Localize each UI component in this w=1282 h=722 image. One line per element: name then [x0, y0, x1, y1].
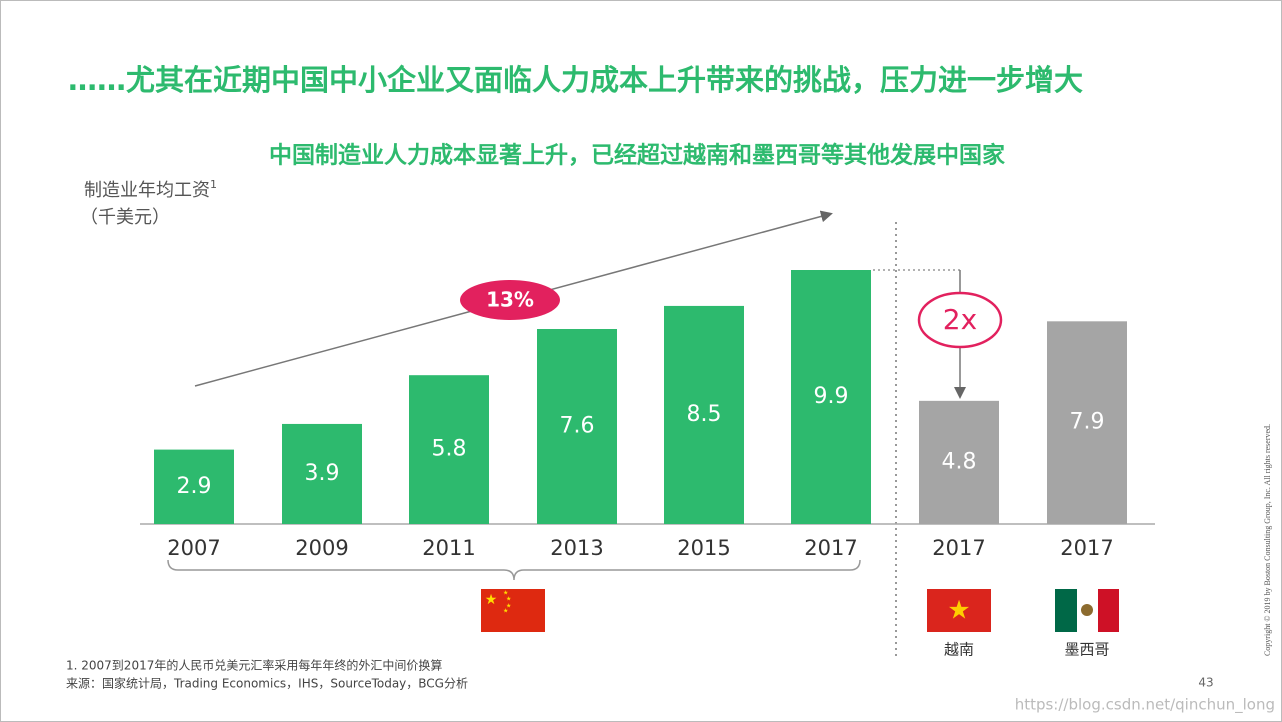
- x-tick-label: 2015: [677, 536, 730, 560]
- x-tick-label: 2009: [295, 536, 348, 560]
- footnote: 1. 2007到2017年的人民币兑美元汇率采用每年年终的外汇中间价换算: [66, 658, 442, 673]
- growth-badge: [460, 280, 560, 320]
- growth-label: 13%: [486, 288, 534, 312]
- flag-china: ★ ★★ ★★: [481, 589, 545, 632]
- x-tick-label: 2017: [804, 536, 857, 560]
- svg-text:★: ★: [506, 596, 511, 603]
- svg-text:★: ★: [503, 590, 508, 597]
- multiple-badge: [917, 291, 1003, 349]
- svg-text:★: ★: [485, 592, 498, 608]
- x-tick-label: 2017: [932, 536, 985, 560]
- bar: [1047, 321, 1127, 524]
- svg-text:★: ★: [503, 608, 508, 615]
- value-label: 9.9: [814, 384, 849, 409]
- bar: [537, 329, 617, 524]
- bar: [664, 305, 744, 524]
- value-label: 7.9: [1070, 410, 1105, 435]
- value-label: 7.6: [560, 414, 595, 439]
- multiple-label: 2x: [943, 303, 977, 336]
- value-label: 8.5: [687, 402, 722, 427]
- svg-text:★: ★: [947, 596, 970, 626]
- page-number: 43: [1198, 676, 1213, 690]
- country-label: 墨西哥: [1064, 641, 1109, 659]
- bar: [409, 375, 489, 524]
- copyright: Copyright © 2019 by Boston Consulting Gr…: [1263, 424, 1272, 656]
- x-tick-label: 2007: [167, 536, 220, 560]
- bar: [154, 449, 234, 524]
- svg-text:★: ★: [506, 603, 511, 610]
- value-label: 5.8: [432, 437, 467, 462]
- y-unit: （千美元）: [80, 207, 170, 228]
- value-label: 3.9: [305, 461, 340, 486]
- bar: [919, 400, 999, 524]
- flag-vietnam: ★: [927, 589, 991, 632]
- footnote: 来源：国家统计局，Trading Economics，IHS，SourceTod…: [66, 676, 468, 691]
- y-label-note: 1: [210, 178, 217, 191]
- bar: [282, 423, 362, 524]
- x-tick-label: 2011: [422, 536, 475, 560]
- watermark: https://blog.csdn.net/qinchun_long: [1015, 696, 1275, 715]
- subtitle: 中国制造业人力成本显著上升，已经超过越南和墨西哥等其他发展中国家: [269, 142, 1005, 169]
- value-label: 4.8: [942, 449, 977, 474]
- y-label: 制造业年均工资1: [84, 178, 217, 201]
- country-label: 越南: [944, 641, 974, 659]
- title: ……尤其在近期中国中小企业又面临人力成本上升带来的挑战，压力进一步增大: [68, 63, 1083, 97]
- flag-mexico: [1055, 589, 1119, 632]
- value-label: 2.9: [177, 474, 212, 499]
- bar: [791, 270, 871, 524]
- x-tick-label: 2017: [1060, 536, 1113, 560]
- group-brace: [167, 559, 861, 581]
- x-tick-label: 2013: [550, 536, 603, 560]
- y-label-text: 制造业年均工资: [84, 180, 210, 201]
